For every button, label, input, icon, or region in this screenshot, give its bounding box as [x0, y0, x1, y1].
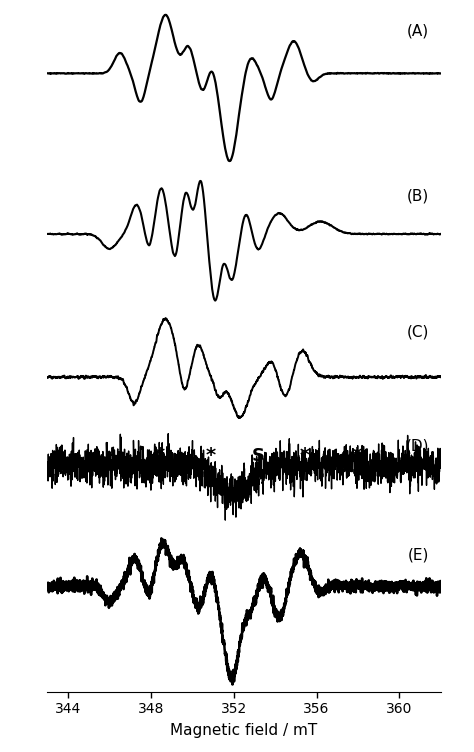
Text: *: * [155, 447, 164, 465]
Text: (E): (E) [408, 547, 429, 562]
Text: (D): (D) [406, 439, 429, 454]
Text: (B): (B) [407, 188, 429, 203]
Text: S: S [251, 447, 264, 465]
Text: *: * [300, 447, 310, 465]
Text: *: * [351, 447, 361, 465]
Text: (C): (C) [407, 324, 429, 339]
X-axis label: Magnetic field / mT: Magnetic field / mT [171, 723, 318, 738]
Text: (A): (A) [407, 23, 429, 38]
Text: *: * [206, 447, 216, 465]
